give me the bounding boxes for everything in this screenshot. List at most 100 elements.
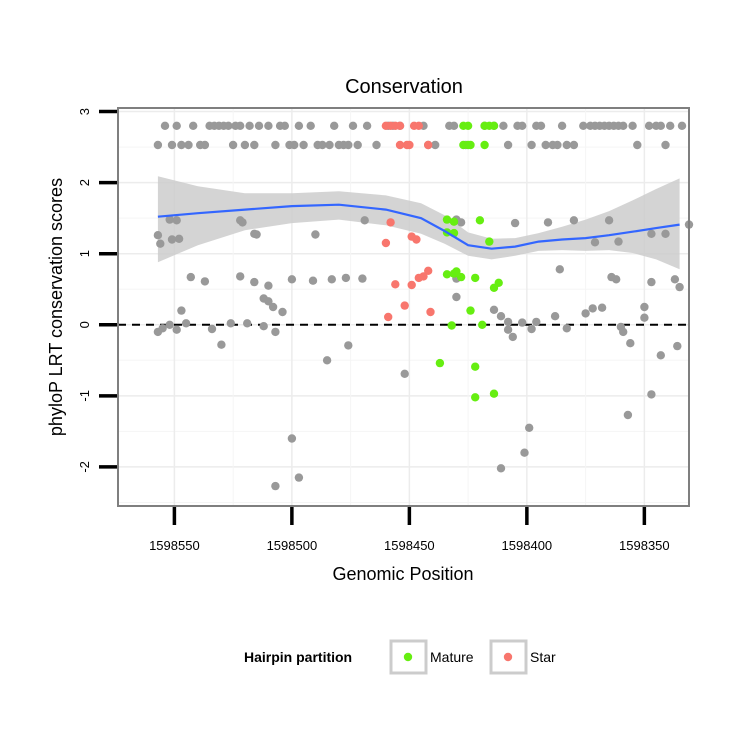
point-other bbox=[581, 309, 590, 318]
point-mature bbox=[480, 140, 489, 150]
point-other bbox=[174, 234, 184, 243]
point-mature bbox=[442, 270, 452, 279]
point-other bbox=[264, 281, 273, 290]
point-other bbox=[184, 140, 193, 150]
point-other bbox=[633, 140, 642, 150]
point-other bbox=[177, 306, 186, 315]
legend-label-star: Star bbox=[530, 649, 556, 665]
point-other bbox=[503, 140, 513, 150]
point-star bbox=[407, 280, 416, 290]
point-star bbox=[386, 218, 395, 227]
point-other bbox=[217, 340, 226, 349]
point-other bbox=[224, 121, 233, 130]
point-other bbox=[557, 121, 567, 130]
y-tick-label: 1 bbox=[77, 250, 92, 257]
y-tick-label: 3 bbox=[77, 108, 92, 115]
point-other bbox=[200, 140, 210, 150]
point-other bbox=[165, 320, 174, 329]
point-other bbox=[536, 121, 546, 130]
point-other bbox=[181, 319, 191, 328]
point-other bbox=[496, 464, 506, 473]
point-other bbox=[666, 121, 675, 130]
data-points bbox=[153, 121, 694, 491]
point-mature bbox=[489, 389, 499, 398]
y-tick-label: 2 bbox=[77, 179, 92, 186]
point-other bbox=[344, 341, 353, 350]
point-other bbox=[555, 265, 564, 274]
point-other bbox=[228, 140, 238, 150]
point-other bbox=[259, 322, 268, 331]
point-other bbox=[400, 369, 409, 378]
point-other bbox=[306, 121, 315, 130]
point-other bbox=[656, 351, 665, 360]
point-other bbox=[250, 140, 259, 150]
point-mature bbox=[471, 362, 480, 371]
legend-swatch-star bbox=[503, 652, 513, 662]
point-other bbox=[172, 216, 181, 225]
point-mature bbox=[442, 215, 452, 224]
point-other bbox=[619, 121, 628, 130]
point-other bbox=[644, 121, 654, 130]
point-other bbox=[156, 239, 165, 248]
point-star bbox=[414, 121, 423, 130]
point-mature bbox=[463, 121, 473, 130]
point-other bbox=[294, 473, 304, 482]
point-other bbox=[640, 313, 649, 322]
point-other bbox=[344, 140, 353, 150]
point-mature bbox=[485, 237, 494, 246]
point-star bbox=[400, 301, 409, 310]
point-other bbox=[661, 229, 670, 238]
point-other bbox=[673, 341, 682, 351]
point-other bbox=[518, 121, 527, 130]
point-other bbox=[588, 304, 597, 313]
point-other bbox=[656, 121, 665, 130]
point-other bbox=[527, 140, 536, 150]
point-other bbox=[348, 121, 358, 130]
point-other bbox=[569, 140, 579, 150]
point-other bbox=[449, 121, 459, 130]
point-other bbox=[614, 237, 623, 246]
point-star bbox=[395, 140, 405, 150]
point-other bbox=[640, 302, 649, 312]
point-other bbox=[341, 273, 351, 283]
point-mature bbox=[494, 278, 503, 287]
legend: Hairpin partition Mature Star bbox=[244, 639, 556, 675]
point-other bbox=[452, 292, 461, 302]
point-other bbox=[569, 216, 579, 225]
point-other bbox=[160, 121, 170, 130]
point-mature bbox=[447, 321, 456, 330]
smooth-ribbon bbox=[157, 176, 680, 270]
x-axis: 1598550 1598500 1598450 1598400 1598350 bbox=[149, 507, 670, 553]
legend-item-star: Star bbox=[489, 639, 556, 675]
point-other bbox=[677, 121, 687, 130]
point-other bbox=[327, 275, 336, 284]
point-other bbox=[543, 218, 553, 227]
point-other bbox=[675, 282, 684, 292]
x-tick-label: 1598550 bbox=[149, 538, 200, 553]
y-tick-label: -1 bbox=[77, 390, 92, 402]
point-star bbox=[424, 140, 433, 150]
point-other bbox=[496, 312, 506, 321]
point-other bbox=[590, 238, 600, 247]
point-other bbox=[489, 305, 499, 314]
y-axis: -2 -1 0 1 2 3 bbox=[77, 108, 117, 473]
point-other bbox=[330, 121, 339, 130]
point-other bbox=[299, 140, 308, 150]
point-other bbox=[325, 140, 334, 150]
point-other bbox=[661, 140, 670, 150]
point-other bbox=[597, 303, 607, 312]
point-other bbox=[271, 327, 280, 337]
point-other bbox=[579, 121, 588, 130]
point-other bbox=[619, 327, 628, 337]
y-tick-label: -2 bbox=[77, 461, 92, 473]
y-tick-label: 0 bbox=[77, 321, 92, 328]
point-other bbox=[177, 140, 186, 150]
point-mature bbox=[478, 320, 487, 329]
point-other bbox=[527, 324, 536, 334]
plot-panel bbox=[117, 107, 694, 507]
point-other bbox=[308, 276, 318, 285]
point-other bbox=[553, 140, 562, 150]
point-other bbox=[186, 272, 195, 282]
plot-border bbox=[117, 107, 690, 507]
point-other bbox=[532, 317, 541, 327]
